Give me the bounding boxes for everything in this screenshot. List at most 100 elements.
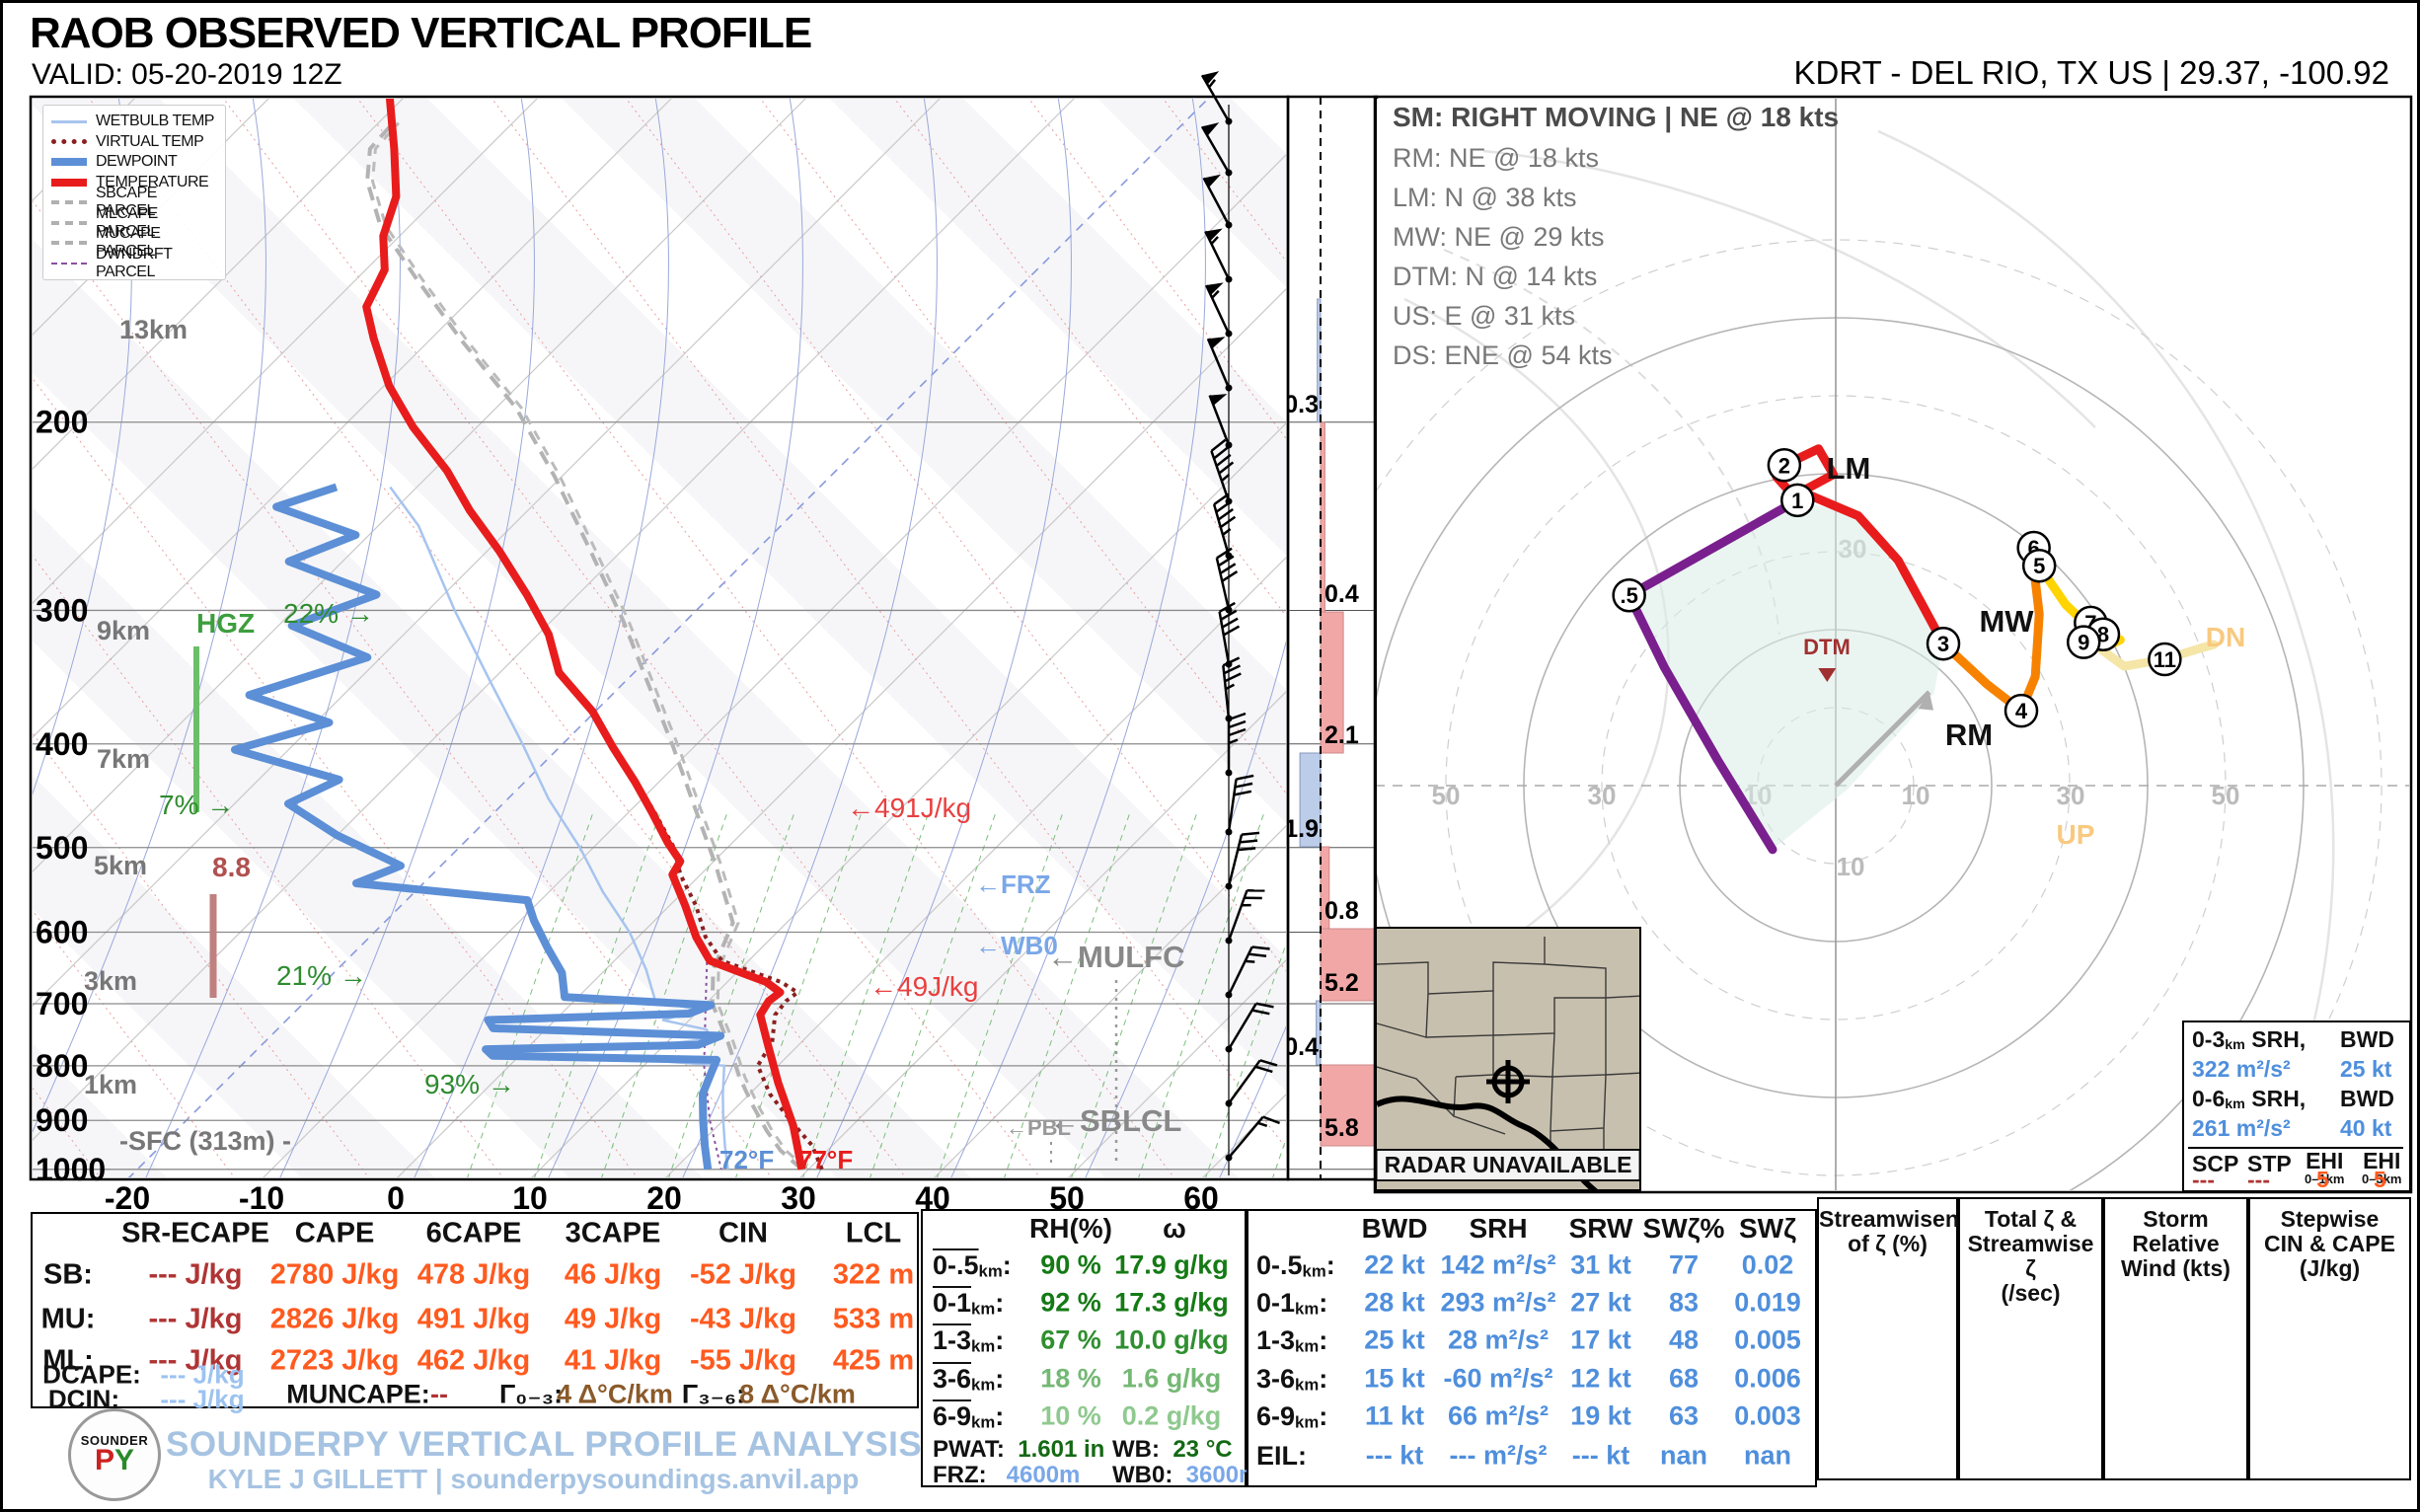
wind-barb-column xyxy=(1200,71,1281,1175)
dcape-label: DCAPE: xyxy=(42,1359,141,1390)
dry-adiabat-line xyxy=(356,99,1175,1177)
omega-header: ω xyxy=(1163,1213,1186,1244)
thermo-cell: -52 J/kg xyxy=(690,1258,796,1291)
isotherm-line xyxy=(127,99,1210,1177)
pressure-tick-label: 1000 xyxy=(36,1152,106,1187)
mixing-ratio-line xyxy=(1205,943,1286,1177)
hodo-height-marker-label: 9 xyxy=(2078,631,2089,655)
omega-value-label: 5.8 xyxy=(1324,1114,1359,1142)
sm-title: SM: RIGHT MOVING | NE @ 18 kts xyxy=(1393,102,1840,132)
ehi-0-3-value: 5 xyxy=(2374,1167,2386,1192)
skewt-annotations: 22% → 7% → 21% → 93% → HGZ 8.8 ←491J/kg ←49J/kg… xyxy=(159,598,1184,1174)
omega-value-label: 0.4 xyxy=(1324,580,1359,608)
hodo-height-marker xyxy=(1767,448,1802,483)
kin-cell: 31 kt xyxy=(1570,1249,1631,1280)
moisture-row-label: 0-1km: xyxy=(933,1288,1005,1319)
frz-row: FRZ: 4600m xyxy=(933,1462,1081,1488)
lr36-value: 8 Δ°C/km xyxy=(739,1379,856,1409)
mini-title-srw: Storm Relative Wind (kts) xyxy=(2121,1206,2231,1281)
isotherm-line xyxy=(799,691,1286,1177)
kinematics-table: BWD SRH SRW SWζ% SWζ 0-.5km: 22 kt 142 m²/s² 31 … xyxy=(1247,1209,1817,1487)
hodo-ring xyxy=(1377,239,2382,1190)
moisture-row-label: 0-.5km: xyxy=(933,1250,1012,1281)
footer-brand-title: SOUNDERPY VERTICAL PROFILE ANALYSIS TOOL xyxy=(166,1425,1030,1464)
kin-cell: 68 xyxy=(1668,1363,1700,1394)
hodo-height-marker xyxy=(1926,626,1961,661)
kin-cell: 142 m²/s² xyxy=(1440,1249,1556,1280)
temp-tick-label: 0 xyxy=(387,1180,405,1216)
sm-line: DTM: N @ 14 kts xyxy=(1393,262,1598,291)
streamwise-area-fill xyxy=(1628,499,1943,850)
dry-adiabat-line xyxy=(33,732,370,1177)
mini-panel-srw: Storm Relative Wind (kts) xyxy=(2103,1197,2248,1480)
mixing-ratio-line xyxy=(735,811,863,1177)
wind-barb-icon xyxy=(1215,547,1239,614)
pressure-tick-label: 300 xyxy=(36,592,88,628)
legend-item-label: DWNDRFT PARCEL xyxy=(96,245,173,280)
wind-barb-icon xyxy=(1222,656,1242,722)
muncape-label: MUNCAPE: xyxy=(286,1379,430,1409)
kin-row-label: 3-6km: xyxy=(1256,1364,1328,1395)
hodo-vector-label-up: UP xyxy=(2057,819,2095,850)
wetbulb-swatch-icon xyxy=(51,119,87,123)
moisture-row-label: 3-6km: xyxy=(933,1364,1005,1395)
thermo-row-label: SB: xyxy=(43,1258,93,1291)
hodo-ring-label: 30 xyxy=(2057,781,2085,810)
virtual-swatch-icon xyxy=(51,139,87,145)
thermo-cell: --- J/kg xyxy=(148,1344,243,1377)
skewt-profiles xyxy=(231,99,824,1172)
thermo-row-label: ML: xyxy=(42,1344,94,1377)
isotherm-line xyxy=(1068,959,1286,1177)
annotation-sfcdew: 72°F xyxy=(719,1145,774,1174)
dry-adiabat-line xyxy=(759,99,1286,794)
thermo-cell: 46 J/kg xyxy=(564,1258,662,1291)
eil-cell: nan xyxy=(1743,1440,1792,1471)
hodo-height-marker-label: 5 xyxy=(2033,554,2045,578)
skewt-background-stripes xyxy=(33,99,1286,1177)
legend-item: MLCAPE PARCEL xyxy=(51,205,217,240)
sm-line: DS: ENE @ 54 kts xyxy=(1393,340,1613,370)
dry-adiabat-line xyxy=(33,377,639,1177)
hodo-height-marker xyxy=(2021,548,2057,583)
hodo-height-marker-label: 3 xyxy=(1937,632,1949,656)
height-label: -SFC (313m) - xyxy=(119,1126,291,1156)
lr03-label: Γ₀₋₃: xyxy=(498,1379,564,1409)
legend-item: SBCAPE PARCEL xyxy=(51,185,217,219)
mini-title-total-zeta: Total ζ & Streamwise ζ (/sec) xyxy=(1967,1206,2094,1306)
wind-barb-icon xyxy=(1225,1002,1274,1053)
temp-tick-label: 30 xyxy=(781,1180,816,1216)
hodo-ring-label: 10 xyxy=(1902,781,1930,810)
hodo-height-marker-label: 2 xyxy=(1778,453,1790,478)
kin-header: SWζ% xyxy=(1642,1213,1725,1244)
pressure-tick-label: 700 xyxy=(36,986,88,1021)
annotation-frz: ←WB0 xyxy=(975,931,1058,960)
legend-item: DEWPOINT xyxy=(51,152,217,173)
thermo-cell: 2723 J/kg xyxy=(269,1344,400,1377)
parcel-swatch-icon xyxy=(51,220,87,225)
wetbulb-trace xyxy=(389,486,729,1170)
mixing-ratio-line xyxy=(601,811,728,1177)
kin-cell: -60 m²/s² xyxy=(1443,1363,1553,1394)
annotation-lvl: ←SBLCL xyxy=(1049,1103,1181,1138)
kin-cell: 293 m²/s² xyxy=(1440,1287,1556,1318)
hodo-ring-label: 50 xyxy=(2212,781,2240,810)
rh-header: RH(%) xyxy=(1029,1213,1112,1244)
valid-time: VALID: 05-20-2019 12Z xyxy=(32,58,342,91)
moist-adiabat-line xyxy=(33,99,266,1133)
moist-adiabat-line xyxy=(816,99,1072,1177)
thermo-cell: -43 J/kg xyxy=(690,1303,796,1335)
parcel-swatch-icon xyxy=(51,241,87,246)
kin-header: SRW xyxy=(1568,1213,1633,1244)
rh-value: 92 % xyxy=(1040,1287,1101,1318)
wind-barb-icon xyxy=(1204,228,1233,283)
omega-bar xyxy=(1316,1000,1322,1066)
sm-line: RM: NE @ 18 kts xyxy=(1393,143,1599,173)
station-id: KDRT - DEL RIO, TX US | 29.37, -100.92 xyxy=(1793,54,2389,91)
height-label: 9km xyxy=(97,616,150,645)
legend-item: TEMPERATURE xyxy=(51,173,217,193)
sm-line: US: E @ 31 kts xyxy=(1393,301,1575,331)
thermo-header: CAPE xyxy=(294,1217,375,1249)
sounderpy-logo: SOUNDER PY xyxy=(68,1408,161,1501)
logo-text-top: SOUNDER xyxy=(80,1433,149,1448)
legend-item-label: DEWPOINT xyxy=(96,153,178,171)
